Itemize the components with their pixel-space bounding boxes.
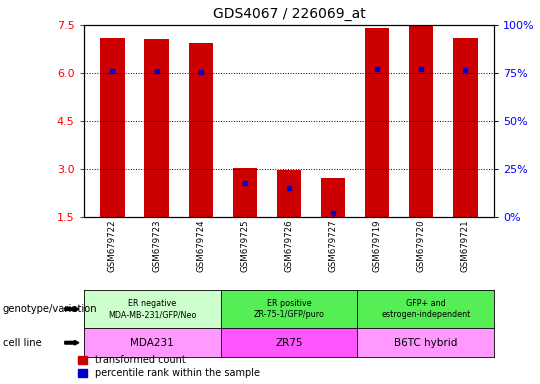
Bar xyxy=(409,25,434,217)
Bar xyxy=(365,28,389,217)
Bar xyxy=(321,178,345,217)
Text: ER positive
ZR-75-1/GFP/puro: ER positive ZR-75-1/GFP/puro xyxy=(253,299,325,319)
Text: B6TC hybrid: B6TC hybrid xyxy=(394,338,457,348)
Bar xyxy=(100,38,125,217)
Text: GFP+ and
estrogen-independent: GFP+ and estrogen-independent xyxy=(381,299,470,319)
Text: ER negative
MDA-MB-231/GFP/Neo: ER negative MDA-MB-231/GFP/Neo xyxy=(108,299,196,319)
Text: genotype/variation: genotype/variation xyxy=(3,304,97,314)
Text: MDA231: MDA231 xyxy=(130,338,174,348)
Bar xyxy=(188,43,213,217)
Bar xyxy=(233,168,257,217)
Bar xyxy=(453,38,477,217)
Text: ZR75: ZR75 xyxy=(275,338,302,348)
Bar xyxy=(277,170,301,217)
Text: cell line: cell line xyxy=(3,338,42,348)
Bar xyxy=(144,40,168,217)
Title: GDS4067 / 226069_at: GDS4067 / 226069_at xyxy=(213,7,365,21)
Legend: transformed count, percentile rank within the sample: transformed count, percentile rank withi… xyxy=(78,356,260,378)
